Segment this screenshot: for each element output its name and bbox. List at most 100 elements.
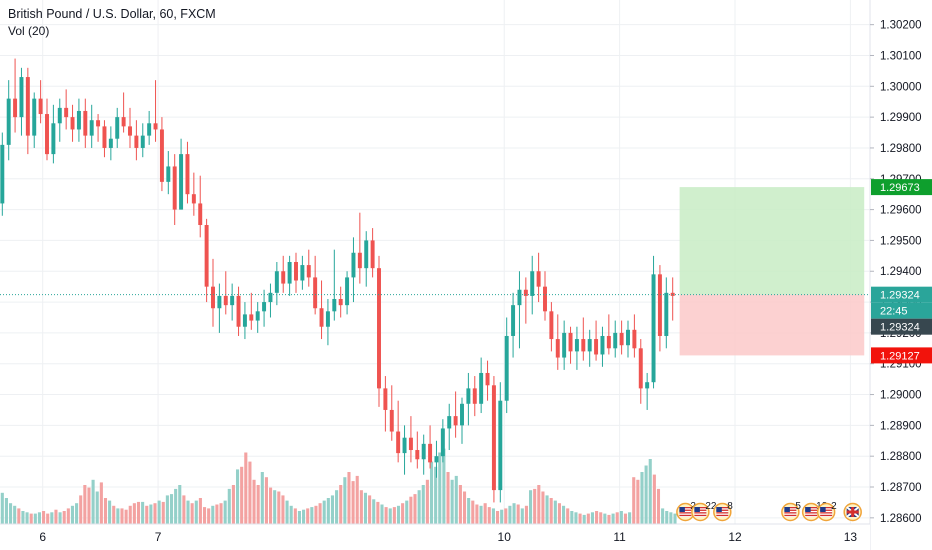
candle (619, 320, 624, 355)
candle-body (332, 298, 337, 312)
candle-body (555, 339, 560, 358)
candle (664, 277, 669, 349)
position-zones[interactable] (679, 187, 865, 356)
volume-bar (487, 507, 491, 524)
candle (83, 98, 88, 148)
candle (159, 117, 164, 192)
candle-body (274, 271, 279, 293)
candle (166, 151, 171, 195)
candle-body (383, 388, 388, 410)
flag-stripe (679, 514, 692, 517)
volume-bar (302, 509, 306, 524)
volume-bar (17, 508, 21, 524)
volume-bar (285, 500, 289, 524)
price-tick-label: 1.28800 (880, 451, 922, 463)
flag-stripe (694, 514, 707, 517)
candle (96, 114, 101, 142)
candle (466, 372, 471, 426)
us-flag-icon[interactable]: 5 (781, 501, 802, 522)
us-flag-icon[interactable]: 2 (816, 501, 838, 522)
volume-bar (25, 512, 29, 524)
volume-bar (611, 513, 615, 524)
price-axis[interactable]: 1.302001.301001.300001.299001.298001.297… (869, 0, 932, 550)
symbol-title[interactable]: British Pound / U.S. Dollar, 60, FXCM (8, 7, 216, 21)
candle-body (472, 388, 477, 404)
time-tick-label: 11 (613, 530, 626, 544)
candle-body (453, 416, 458, 426)
candle-body (504, 335, 509, 401)
last-price-badge-bg (871, 318, 932, 335)
candle (300, 255, 305, 290)
flag-stripe (716, 507, 729, 509)
volume-bar (545, 495, 549, 524)
candle-body (485, 372, 490, 386)
volume-bar (661, 508, 665, 524)
uk-flag-icon[interactable] (843, 502, 862, 522)
candle (249, 292, 254, 330)
candle-body (645, 382, 650, 389)
candle (191, 172, 196, 216)
target-zone[interactable] (679, 187, 865, 295)
time-axis[interactable]: 6 7 10 11 12 13 (0, 523, 870, 550)
volume-bar (578, 513, 582, 524)
candle-body (19, 77, 24, 118)
candle (651, 255, 656, 389)
candle (479, 357, 484, 414)
candle (581, 317, 586, 361)
candle-body (294, 262, 298, 281)
candle-body (664, 292, 669, 336)
candle (281, 255, 286, 293)
volume-bar (669, 512, 673, 524)
candle (421, 434, 426, 475)
price-axis-bg (870, 0, 932, 550)
current-price-badge-bg (871, 286, 932, 303)
candle (211, 258, 215, 327)
volume-bar (471, 500, 475, 524)
target-price-badge[interactable]: 1.29673 (871, 179, 932, 196)
candle (38, 80, 43, 124)
volume-bar (157, 500, 161, 524)
candle (198, 175, 203, 238)
stop-price-badge[interactable]: 1.29127 (871, 347, 932, 364)
candle-body (574, 339, 579, 352)
last-price-badge[interactable]: 1.29324 (871, 318, 932, 335)
candle-body (466, 388, 471, 404)
candle-body (172, 166, 177, 210)
candle (645, 372, 650, 410)
volume-bar (244, 452, 248, 524)
volume-bar (330, 495, 335, 524)
volume-bar (83, 485, 87, 524)
candle-body (38, 98, 43, 115)
volume-bar (467, 498, 471, 524)
candle (294, 252, 298, 293)
candle-body (96, 120, 101, 127)
flag-canton (716, 507, 722, 512)
countdown-badge[interactable]: 22:45 (871, 302, 932, 319)
volume-bar (446, 472, 450, 524)
current-price-badge[interactable]: 1.29324 (871, 286, 932, 303)
volume-indicator-label[interactable]: Vol (20) (8, 24, 50, 38)
volume-bar (607, 514, 611, 524)
volume-bar (326, 498, 330, 524)
flag-stripe (805, 514, 818, 517)
us-flag-icon[interactable]: 22 (691, 501, 717, 522)
flag-stripe (694, 507, 707, 509)
volume-bar (475, 504, 479, 524)
candle (504, 317, 509, 414)
candle-body (594, 339, 599, 355)
candle (613, 320, 618, 358)
candle-body (13, 98, 18, 118)
candle-body (306, 265, 311, 278)
stop-zone[interactable] (679, 294, 865, 356)
flag-canton (805, 507, 811, 512)
us-flag-icon[interactable]: 8 (713, 501, 734, 522)
price-tick-label: 1.28900 (880, 420, 922, 432)
candle-body (0, 144, 5, 204)
candle-body (191, 194, 196, 204)
time-tick-label: 12 (728, 530, 742, 544)
price-tick-label: 1.29900 (880, 112, 922, 124)
candle (364, 231, 369, 287)
candle-body (25, 77, 30, 136)
candle-body (121, 117, 126, 127)
